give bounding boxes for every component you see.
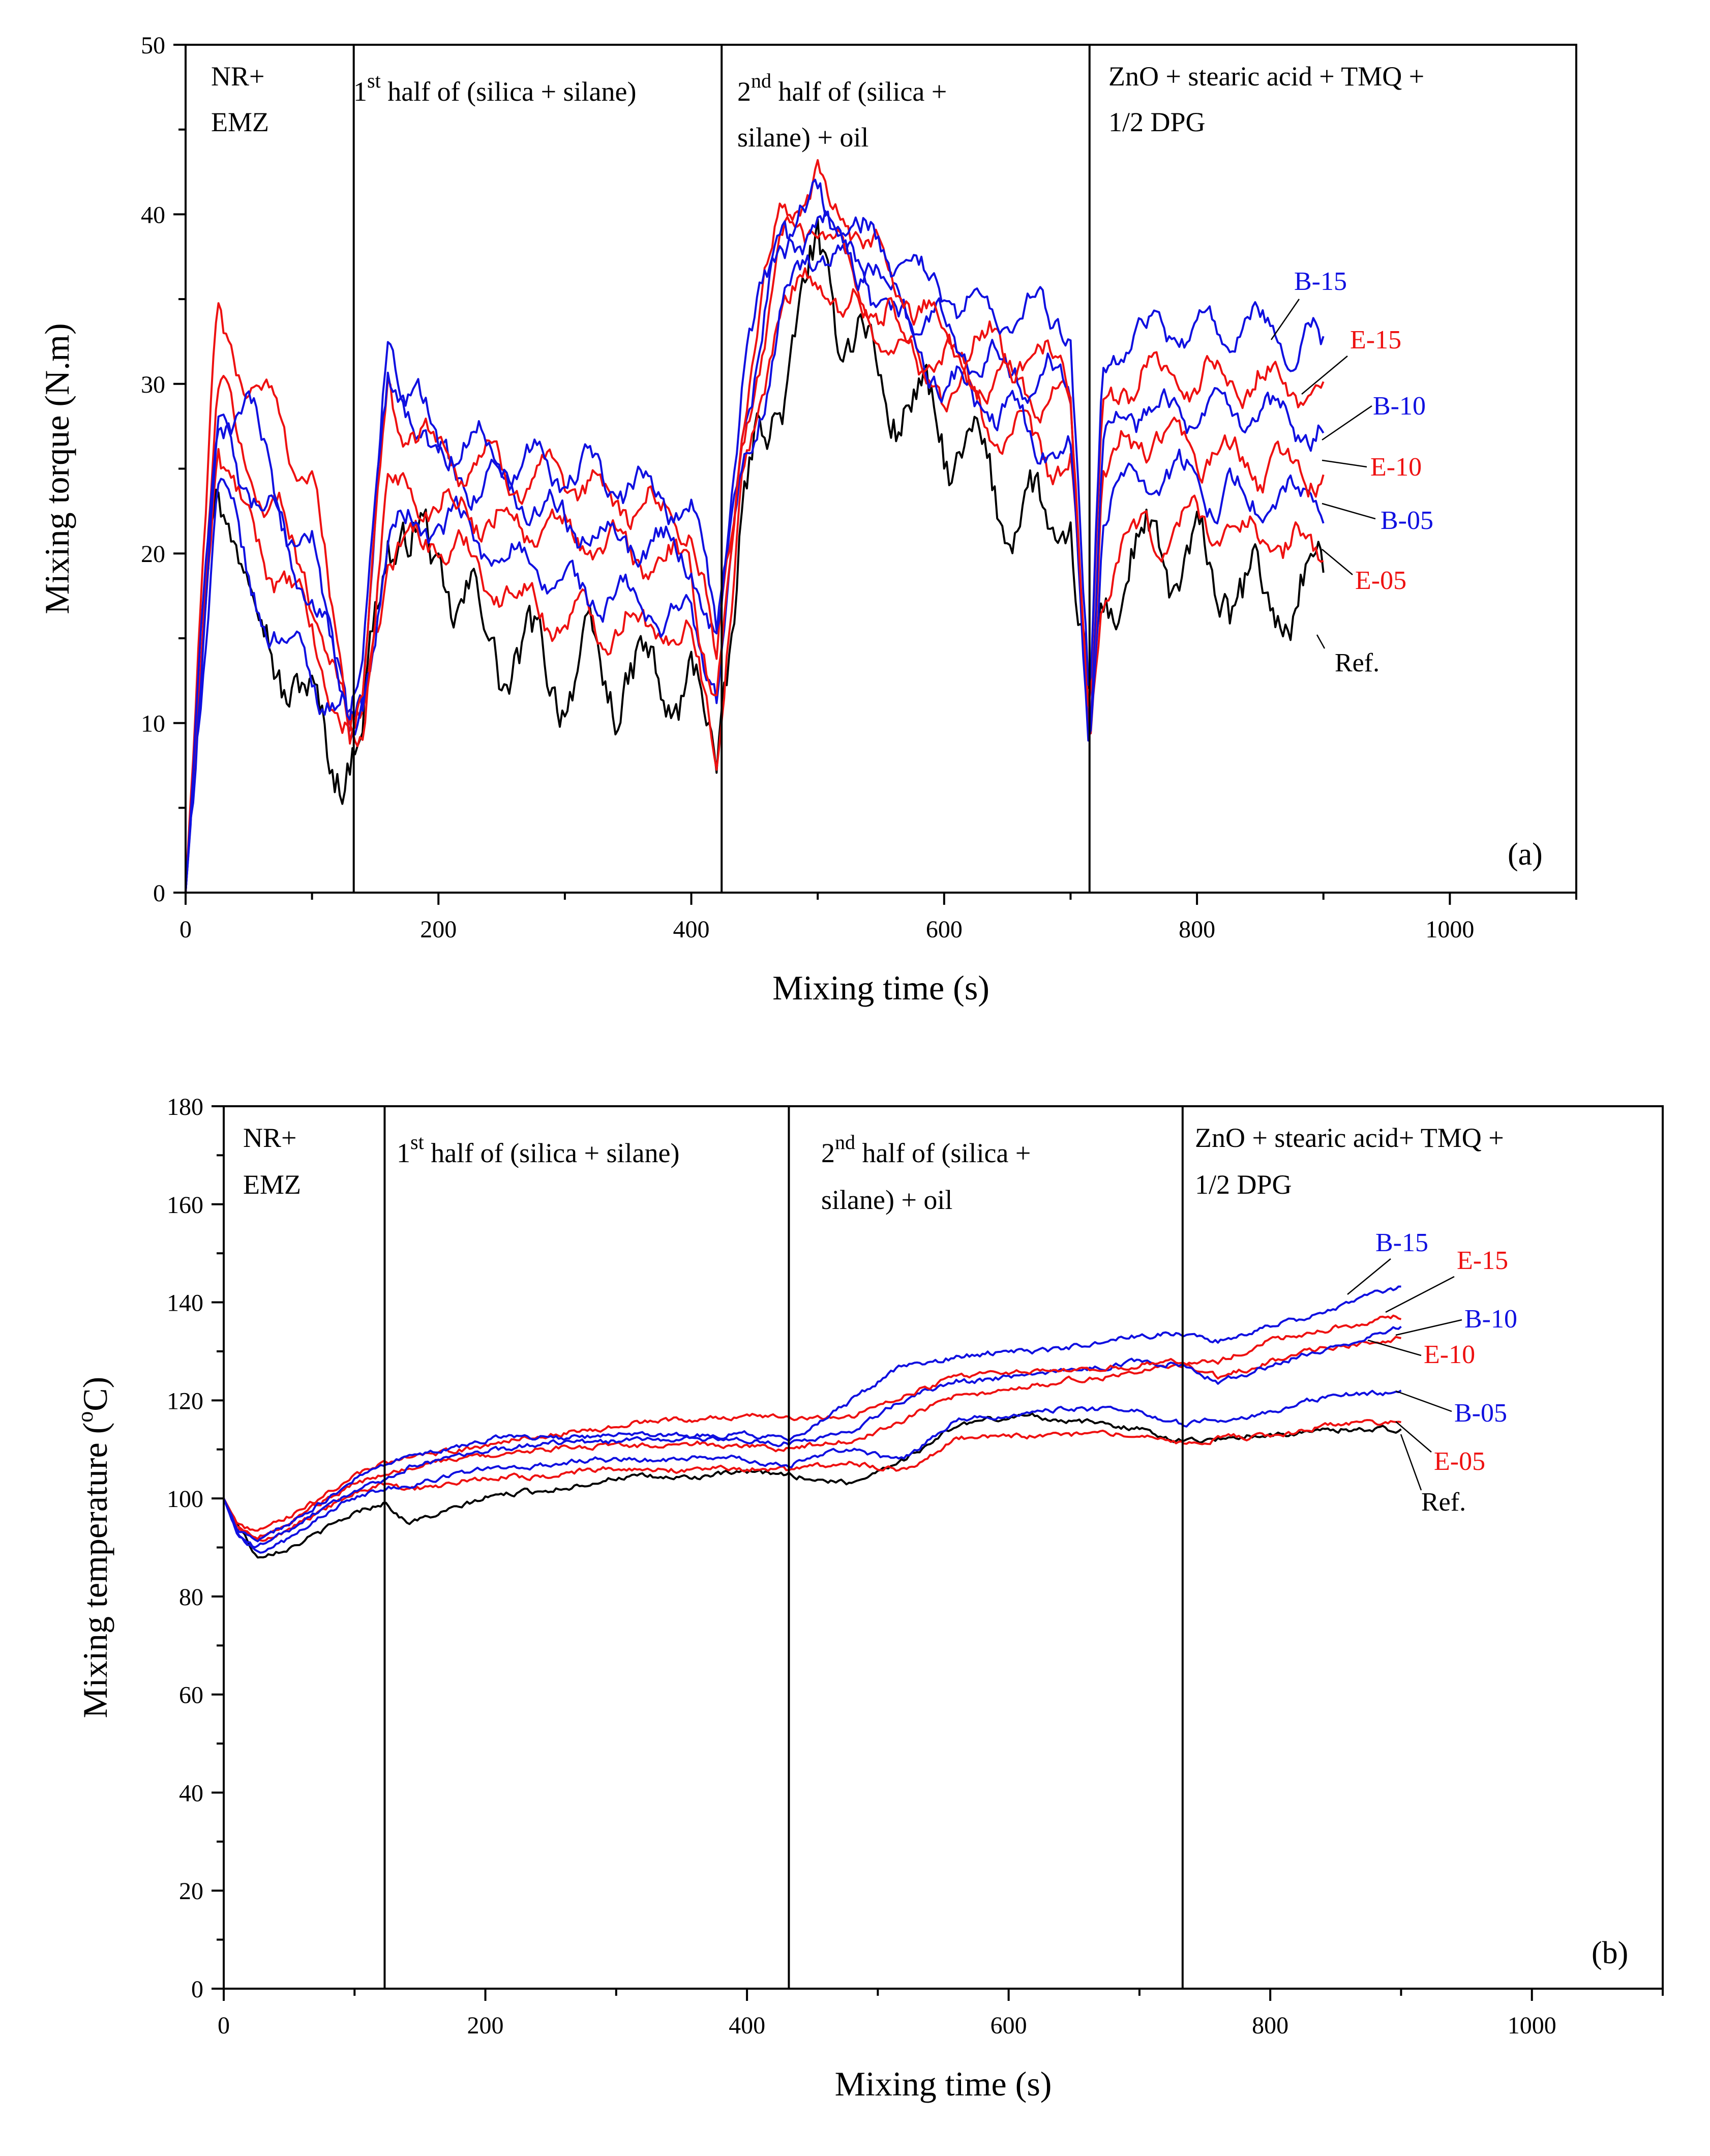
- y-tick-label: 50: [141, 32, 165, 59]
- series-line-e-05: [223, 1419, 1401, 1542]
- y-tick-label: 180: [167, 1094, 203, 1120]
- series-line-b-15: [185, 179, 1325, 893]
- series-line-b-05: [185, 240, 1325, 893]
- phase-label-2: 1st half of (silica + silane): [397, 1131, 679, 1168]
- series-leader-line: [1395, 1390, 1452, 1412]
- x-axis-title: Mixing time (s): [772, 968, 989, 1007]
- y-axis-title: Mixing torque (N.m): [38, 323, 76, 614]
- y-tick-label: 160: [167, 1192, 203, 1219]
- series-label-b-15: B-15: [1375, 1228, 1428, 1257]
- y-tick-label: 30: [141, 371, 165, 398]
- y-tick-label: 40: [141, 201, 165, 228]
- y-axis-title: Mixing temperature (oC): [73, 1377, 114, 1719]
- y-tick-label: 80: [179, 1584, 203, 1611]
- phase-label-1: EMZ: [211, 107, 269, 137]
- series-leader-line: [1395, 1421, 1432, 1453]
- phase-label-3: 2nd half of (silica +: [737, 69, 947, 107]
- x-tick-label: 600: [926, 916, 963, 943]
- series-line-b-15: [223, 1285, 1401, 1543]
- series-label-ref: Ref.: [1335, 648, 1379, 677]
- phase-label-3: 2nd half of (silica +: [821, 1131, 1031, 1168]
- series-label-e-05: E-05: [1355, 566, 1406, 595]
- series-label-b-10: B-10: [1464, 1305, 1517, 1334]
- phase-label-2: 1st half of (silica + silane): [353, 69, 636, 107]
- x-axis-title: Mixing time (s): [835, 2064, 1052, 2103]
- y-tick-label: 120: [167, 1387, 203, 1414]
- y-tick-label: 100: [167, 1486, 203, 1513]
- series-label-e-15: E-15: [1350, 326, 1401, 355]
- series-line-e-15: [185, 159, 1325, 893]
- series-leader-line: [1400, 1434, 1422, 1491]
- phase-label-1: EMZ: [243, 1169, 301, 1200]
- x-tick-label: 800: [1179, 916, 1215, 943]
- x-tick-label: 600: [991, 2012, 1027, 2039]
- series-leader-line: [1270, 299, 1300, 340]
- series-label-b-15: B-15: [1294, 267, 1347, 296]
- x-tick-label: 200: [467, 2012, 504, 2039]
- phase-label-4: ZnO + stearic acid+ TMQ +: [1195, 1123, 1504, 1153]
- series-leader-line: [1347, 1258, 1391, 1295]
- series-leader-line: [1322, 459, 1367, 468]
- y-tick-label: 60: [179, 1682, 203, 1709]
- phase-label-1: NR+: [243, 1123, 296, 1153]
- series-leader-line: [1301, 356, 1348, 395]
- series-leader-line: [1395, 1319, 1462, 1336]
- series-leader-line: [1316, 634, 1326, 649]
- x-tick-label: 0: [179, 916, 192, 943]
- torque-chart-panel: 0 200 400 600 800 1000 0 10 20 30 40 50 Mixing time …: [38, 32, 1577, 1007]
- series-label-b-05: B-05: [1381, 506, 1433, 535]
- y-tick-label: 40: [179, 1780, 203, 1807]
- phase-label-3: silane) + oil: [821, 1185, 952, 1215]
- x-tick-label: 1000: [1425, 916, 1474, 943]
- series-line-e-10: [185, 216, 1325, 893]
- y-tick-label: 20: [179, 1878, 203, 1905]
- phase-label-1: NR+: [211, 61, 264, 92]
- series-label-b-05: B-05: [1454, 1399, 1507, 1428]
- series-label-e-10: E-10: [1424, 1340, 1475, 1369]
- series-line-ref: [223, 1412, 1402, 1559]
- panel-label: (b): [1592, 1936, 1628, 1970]
- x-tick-label: 1000: [1508, 2012, 1556, 2039]
- x-tick-label: 800: [1252, 2012, 1288, 2039]
- y-tick-label: 0: [191, 1976, 203, 2003]
- series-leader-line: [1385, 1276, 1455, 1313]
- x-tick-label: 0: [218, 2012, 230, 2039]
- x-tick-label: 200: [420, 916, 457, 943]
- series-line-b-05: [223, 1390, 1402, 1554]
- series-line-e-10: [223, 1336, 1401, 1540]
- series-label-e-15: E-15: [1457, 1246, 1508, 1275]
- phase-label-4: 1/2 DPG: [1195, 1169, 1292, 1200]
- y-tick-label: 140: [167, 1290, 203, 1317]
- phase-label-4: ZnO + stearic acid + TMQ +: [1108, 61, 1424, 92]
- series-leader-line: [1367, 1339, 1422, 1356]
- x-tick-label: 400: [673, 916, 710, 943]
- series-label-b-10: B-10: [1373, 392, 1426, 421]
- series-label-e-05: E-05: [1434, 1447, 1485, 1476]
- series-label-e-10: E-10: [1370, 453, 1422, 482]
- series-line-b-10: [223, 1325, 1402, 1549]
- series-label-ref: Ref.: [1421, 1488, 1466, 1517]
- series-leader-line: [1322, 503, 1376, 520]
- temperature-chart-panel: 0 200 400 600 800 1000 0 20 40 60 80 100 120 140 160 18…: [73, 1094, 1664, 2103]
- series-leader-line: [1322, 549, 1353, 575]
- panel-label: (a): [1508, 837, 1543, 872]
- y-tick-label: 0: [153, 880, 165, 907]
- phase-label-3: silane) + oil: [737, 122, 868, 153]
- phase-label-4: 1/2 DPG: [1108, 107, 1206, 137]
- y-tick-label: 20: [141, 541, 165, 568]
- x-tick-label: 400: [729, 2012, 765, 2039]
- series-leader-line: [1322, 405, 1372, 441]
- y-tick-label: 10: [141, 711, 165, 737]
